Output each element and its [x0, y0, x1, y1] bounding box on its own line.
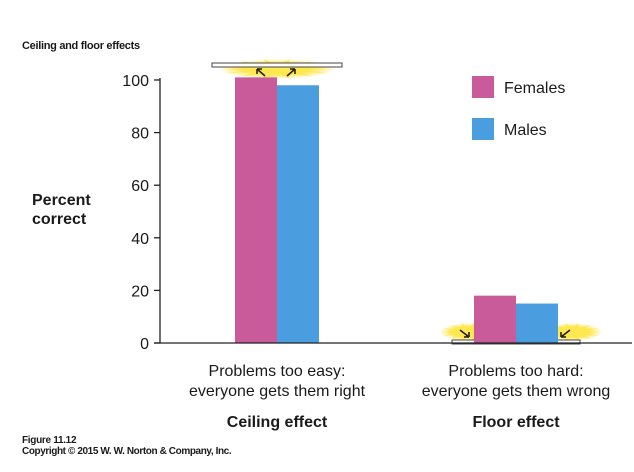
bar-females-ceiling	[235, 77, 277, 344]
y-axis-label-line1: Percent	[32, 192, 91, 209]
x-category-label-line2: everyone gets them wrong	[422, 383, 611, 400]
x-category-label-line1: Problems too hard:	[448, 363, 583, 380]
y-tick-label: 60	[131, 178, 149, 195]
bar-males-floor	[516, 303, 558, 343]
bars	[235, 77, 558, 344]
arrow-icon	[459, 329, 470, 338]
legend-label-females: Females	[504, 80, 565, 97]
arrow-icon	[560, 329, 571, 338]
y-axis-label: Percent correct	[32, 191, 91, 229]
legend-swatch-females	[472, 76, 494, 98]
ceiling-limit-bar	[211, 62, 343, 68]
y-tick-label: 20	[131, 283, 149, 300]
x-category-label-line2: everyone gets them right	[189, 383, 366, 400]
copyright-text: Copyright © 2015 W. W. Norton & Company,…	[22, 446, 232, 457]
bar-males-ceiling	[277, 85, 319, 343]
chart-title: Ceiling and floor effects	[22, 40, 140, 52]
y-tick-label: 0	[140, 336, 149, 353]
figure-number: Figure 11.12	[22, 435, 77, 446]
arrow-icon	[286, 68, 296, 77]
y-tick-label: 100	[122, 73, 149, 90]
x-effect-label: Ceiling effect	[227, 414, 328, 431]
y-axis-label-line2: correct	[32, 211, 87, 228]
legend-label-males: Males	[504, 122, 547, 139]
legend-swatch-males	[472, 118, 494, 140]
x-category-label-line1: Problems too easy:	[209, 363, 346, 380]
ceiling-annotation	[211, 59, 343, 79]
y-tick-label: 40	[131, 231, 149, 248]
legend: Females Males	[472, 76, 565, 140]
arrow-icon	[256, 68, 266, 77]
bar-females-floor	[474, 295, 516, 343]
y-axis: 0 20 40 60 80 100	[122, 73, 632, 353]
annotations	[211, 59, 602, 345]
y-tick-label: 80	[131, 126, 149, 143]
x-labels: Problems too easy: everyone gets them rig…	[189, 363, 610, 431]
x-effect-label: Floor effect	[472, 414, 560, 431]
